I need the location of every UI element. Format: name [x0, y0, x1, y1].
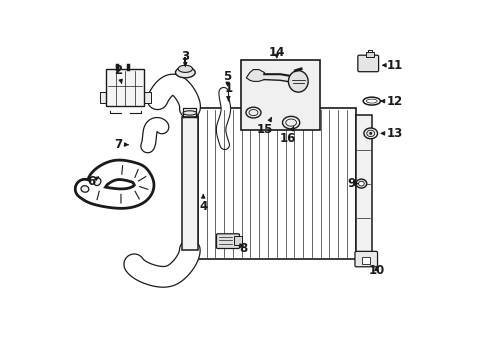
Polygon shape	[246, 69, 265, 81]
FancyBboxPatch shape	[216, 234, 239, 248]
Ellipse shape	[358, 181, 364, 186]
FancyBboxPatch shape	[357, 55, 378, 72]
Text: 16: 16	[279, 127, 295, 145]
Circle shape	[368, 132, 371, 135]
Text: 2: 2	[114, 64, 122, 83]
Ellipse shape	[355, 179, 366, 188]
Text: 15: 15	[257, 118, 273, 136]
Bar	[143, 92, 150, 103]
Text: 7: 7	[114, 138, 128, 150]
Ellipse shape	[363, 128, 377, 139]
Bar	[362, 257, 369, 264]
Bar	[198, 108, 355, 259]
Text: 4: 4	[199, 194, 207, 213]
FancyBboxPatch shape	[354, 251, 377, 267]
Bar	[355, 116, 371, 252]
Bar	[241, 60, 319, 130]
Ellipse shape	[81, 186, 89, 192]
Ellipse shape	[175, 67, 195, 78]
Text: 13: 13	[380, 127, 403, 140]
Bar	[106, 69, 144, 107]
Text: 3: 3	[181, 50, 189, 66]
Bar	[233, 236, 241, 245]
Text: 10: 10	[367, 264, 384, 277]
Ellipse shape	[178, 65, 192, 72]
Ellipse shape	[366, 130, 374, 136]
Text: 9: 9	[346, 177, 358, 190]
Ellipse shape	[288, 71, 307, 92]
Bar	[100, 92, 107, 103]
Ellipse shape	[183, 111, 196, 115]
Bar	[365, 52, 373, 57]
Text: 12: 12	[380, 95, 403, 108]
Text: 8: 8	[239, 242, 247, 255]
Text: 5: 5	[223, 69, 231, 86]
Text: 6: 6	[87, 175, 98, 188]
Bar	[182, 117, 198, 250]
Text: 11: 11	[382, 59, 403, 72]
Ellipse shape	[94, 178, 101, 185]
Text: 14: 14	[268, 46, 285, 59]
Text: 1: 1	[224, 82, 232, 101]
